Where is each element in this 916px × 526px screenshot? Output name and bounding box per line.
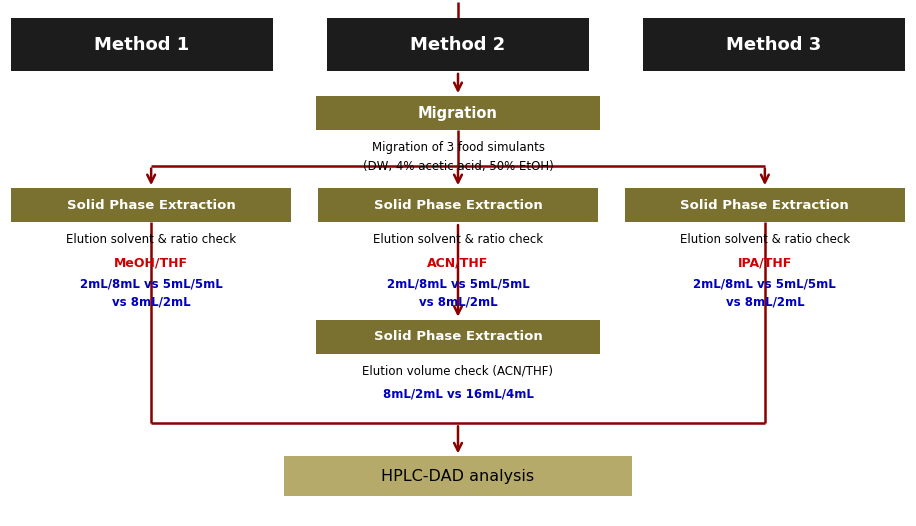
FancyBboxPatch shape	[625, 188, 905, 222]
Text: Method 3: Method 3	[726, 36, 822, 54]
Text: Solid Phase Extraction: Solid Phase Extraction	[681, 199, 849, 211]
Text: Solid Phase Extraction: Solid Phase Extraction	[374, 330, 542, 343]
Text: Elution volume check (ACN/THF): Elution volume check (ACN/THF)	[363, 364, 553, 377]
FancyBboxPatch shape	[284, 456, 632, 495]
Text: Solid Phase Extraction: Solid Phase Extraction	[67, 199, 235, 211]
FancyBboxPatch shape	[319, 188, 598, 222]
FancyBboxPatch shape	[328, 18, 589, 71]
FancyBboxPatch shape	[12, 18, 273, 71]
FancyBboxPatch shape	[12, 188, 290, 222]
Text: Elution solvent & ratio check: Elution solvent & ratio check	[373, 232, 543, 246]
Text: Solid Phase Extraction: Solid Phase Extraction	[374, 199, 542, 211]
FancyBboxPatch shape	[316, 319, 600, 353]
Text: Elution solvent & ratio check: Elution solvent & ratio check	[680, 232, 850, 246]
Text: 8mL/2mL vs 16mL/4mL: 8mL/2mL vs 16mL/4mL	[383, 388, 533, 401]
Text: HPLC-DAD analysis: HPLC-DAD analysis	[381, 469, 535, 483]
FancyBboxPatch shape	[316, 96, 600, 130]
Text: Method 1: Method 1	[94, 36, 190, 54]
Text: 2mL/8mL vs 5mL/5mL
vs 8mL/2mL: 2mL/8mL vs 5mL/5mL vs 8mL/2mL	[387, 278, 529, 308]
FancyBboxPatch shape	[643, 18, 905, 71]
Text: Elution solvent & ratio check: Elution solvent & ratio check	[66, 232, 236, 246]
Text: MeOH/THF: MeOH/THF	[114, 257, 188, 269]
Text: Migration: Migration	[418, 106, 498, 120]
Text: ACN/THF: ACN/THF	[428, 257, 488, 269]
Text: Method 2: Method 2	[410, 36, 506, 54]
Text: IPA/THF: IPA/THF	[737, 257, 792, 269]
Text: 2mL/8mL vs 5mL/5mL
vs 8mL/2mL: 2mL/8mL vs 5mL/5mL vs 8mL/2mL	[80, 278, 223, 308]
Text: 2mL/8mL vs 5mL/5mL
vs 8mL/2mL: 2mL/8mL vs 5mL/5mL vs 8mL/2mL	[693, 278, 836, 308]
Text: Migration of 3 food simulants
(DW, 4% acetic acid, 50% EtOH): Migration of 3 food simulants (DW, 4% ac…	[363, 140, 553, 173]
